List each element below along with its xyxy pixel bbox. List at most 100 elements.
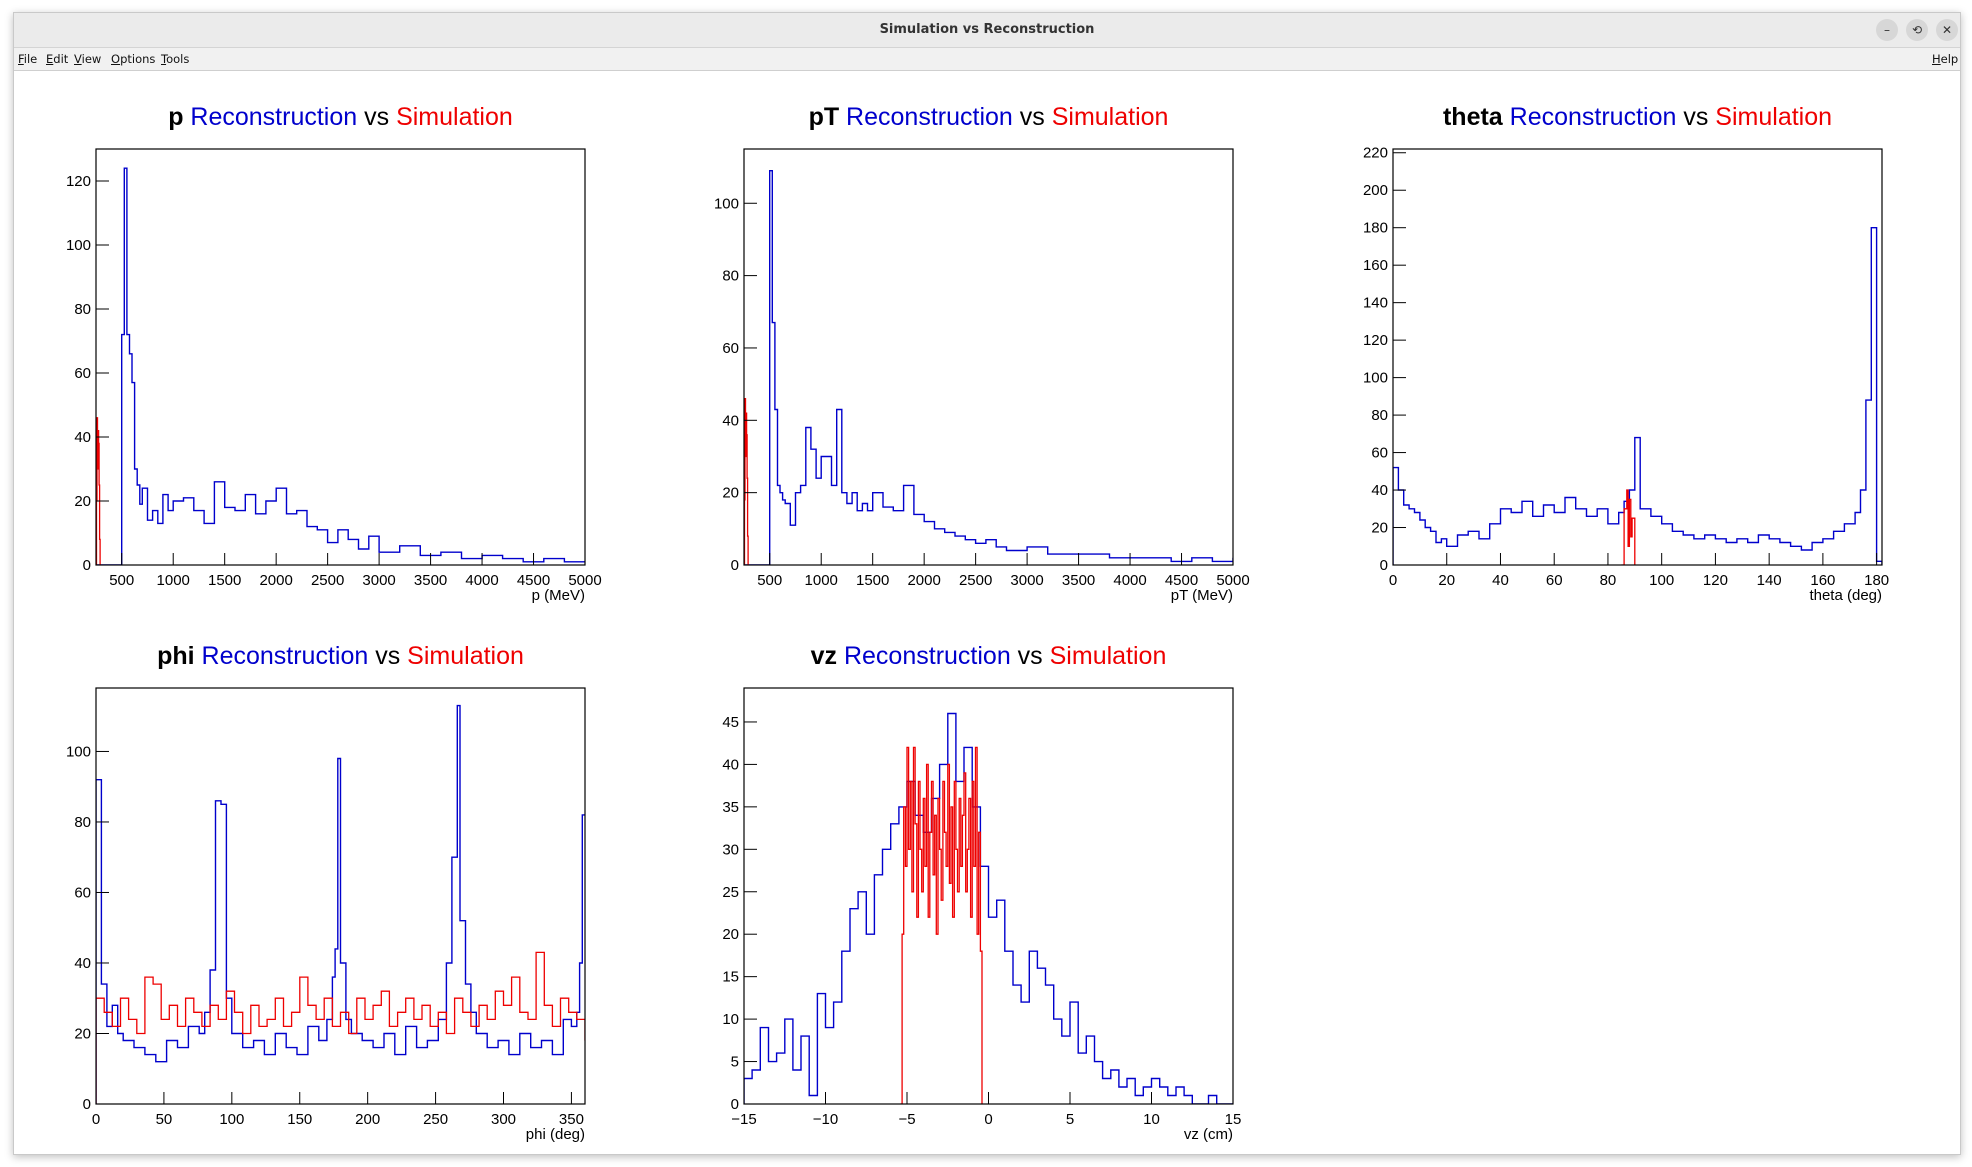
title-variable: pT — [809, 103, 840, 131]
y-tick-label: 15 — [722, 969, 739, 986]
y-tick-label: 0 — [1380, 557, 1388, 574]
x-tick-label: 160 — [1810, 572, 1835, 589]
title-sim: Simulation — [1708, 103, 1832, 131]
y-tick-label: 0 — [731, 1096, 739, 1113]
close-button[interactable]: ✕ — [1936, 19, 1958, 41]
histogram-vz[interactable]: vz Reconstruction vs Simulation −15 −10 −5 0… — [722, 642, 1241, 1143]
y-tick-label: 120 — [66, 173, 91, 190]
x-axis-label: p (MeV) — [532, 587, 585, 604]
plot-frame — [95, 687, 586, 1105]
title-vs: vs — [1011, 642, 1043, 670]
x-axis-label: phi (deg) — [526, 1126, 585, 1143]
menu-file[interactable]: File — [18, 52, 38, 66]
y-tick-label: 0 — [83, 557, 91, 574]
y-tick-label: 35 — [722, 799, 739, 816]
y-tick-label: 100 — [66, 237, 91, 254]
title-sim: Simulation — [400, 642, 524, 670]
plot-frame — [95, 148, 586, 566]
x-tick-label: 180 — [1864, 572, 1889, 589]
x-tick-label: 3000 — [362, 572, 395, 589]
title-sim: Simulation — [389, 103, 513, 131]
menu-tools[interactable]: Tools — [161, 52, 190, 66]
x-tick-label: 3500 — [414, 572, 447, 589]
y-tick-label: 40 — [74, 429, 91, 446]
series-reconstruction — [96, 167, 585, 565]
histogram-theta[interactable]: theta Reconstruction vs Simulation 0 20 40 6… — [1363, 103, 1889, 604]
series-simulation — [96, 951, 585, 1104]
y-tick-label: 60 — [722, 340, 739, 357]
plot-frame — [1392, 148, 1883, 566]
x-tick-label: 200 — [355, 1111, 380, 1128]
x-tick-label: 80 — [1600, 572, 1617, 589]
y-tick-label: 180 — [1363, 220, 1388, 237]
x-tick-label: 1000 — [805, 572, 838, 589]
y-tick-label: 0 — [83, 1096, 91, 1113]
x-tick-label: 1500 — [856, 572, 889, 589]
x-tick-label: 120 — [1703, 572, 1728, 589]
x-tick-label: 100 — [1649, 572, 1674, 589]
x-axis-label: vz (cm) — [1184, 1126, 1233, 1143]
x-tick-label: 1000 — [157, 572, 190, 589]
menu-view[interactable]: View — [74, 52, 102, 66]
plot-canvas[interactable]: p Reconstruction vs Simulation 500 1000 150… — [15, 71, 1959, 1154]
title-variable: p — [168, 103, 183, 131]
menu-options[interactable]: Options — [111, 52, 156, 66]
x-tick-label: 100 — [219, 1111, 244, 1128]
menu-help[interactable]: Help — [1932, 52, 1959, 66]
x-tick-label: 0 — [92, 1111, 100, 1128]
app-window: Simulation vs Reconstruction – ⟲ ✕ File … — [13, 12, 1961, 1155]
series-simulation — [1621, 489, 1636, 565]
title-bar[interactable]: Simulation vs Reconstruction – ⟲ ✕ — [14, 13, 1960, 48]
histogram-phi[interactable]: phi Reconstruction vs Simulation 0 50 100 15… — [66, 642, 586, 1143]
x-tick-label: 10 — [1143, 1111, 1160, 1128]
histogram-title: theta Reconstruction vs Simulation — [1443, 103, 1832, 131]
y-tick-label: 20 — [74, 493, 91, 510]
menu-bar: File Edit View Options Tools Help — [14, 48, 1960, 71]
x-tick-label: −10 — [813, 1111, 838, 1128]
y-tick-label: 40 — [722, 756, 739, 773]
x-tick-label: 5000 — [568, 572, 601, 589]
x-axis-label: theta (deg) — [1809, 587, 1882, 604]
x-tick-label: 4500 — [1165, 572, 1198, 589]
x-tick-label: 0 — [1389, 572, 1397, 589]
x-axis-label: pT (MeV) — [1171, 587, 1233, 604]
histogram-title: vz Reconstruction vs Simulation — [811, 642, 1167, 670]
y-tick-label: 40 — [74, 955, 91, 972]
histogram-title: pT Reconstruction vs Simulation — [809, 103, 1169, 131]
y-tick-label: 20 — [722, 485, 739, 502]
y-tick-label: 40 — [722, 412, 739, 429]
title-vs: vs — [1676, 103, 1708, 131]
x-tick-label: 5000 — [1216, 572, 1249, 589]
histogram-title: p Reconstruction vs Simulation — [168, 103, 513, 131]
y-tick-label: 100 — [1363, 370, 1388, 387]
y-tick-label: 140 — [1363, 295, 1388, 312]
maximize-button[interactable]: ⟲ — [1906, 19, 1928, 41]
x-tick-label: 2500 — [311, 572, 344, 589]
x-tick-label: 15 — [1225, 1111, 1242, 1128]
x-tick-label: 3000 — [1010, 572, 1043, 589]
y-tick-label: 0 — [731, 557, 739, 574]
x-tick-label: 40 — [1492, 572, 1509, 589]
title-vs: vs — [368, 642, 400, 670]
title-reco: Reconstruction — [183, 103, 357, 131]
title-vs: vs — [357, 103, 389, 131]
title-variable: phi — [157, 642, 195, 670]
y-tick-label: 45 — [722, 714, 739, 731]
title-vs: vs — [1013, 103, 1045, 131]
y-tick-label: 20 — [74, 1025, 91, 1042]
series-reconstruction — [744, 712, 1233, 1104]
menu-edit[interactable]: Edit — [46, 52, 69, 66]
x-tick-label: 2500 — [959, 572, 992, 589]
y-tick-label: 25 — [722, 884, 739, 901]
series-simulation — [900, 746, 983, 1104]
y-tick-label: 10 — [722, 1011, 739, 1028]
series-reconstruction — [1393, 227, 1882, 565]
y-tick-label: 80 — [1371, 407, 1388, 424]
title-variable: theta — [1443, 103, 1504, 131]
x-tick-label: 140 — [1757, 572, 1782, 589]
y-tick-label: 80 — [74, 814, 91, 831]
minimize-button[interactable]: – — [1876, 19, 1898, 41]
